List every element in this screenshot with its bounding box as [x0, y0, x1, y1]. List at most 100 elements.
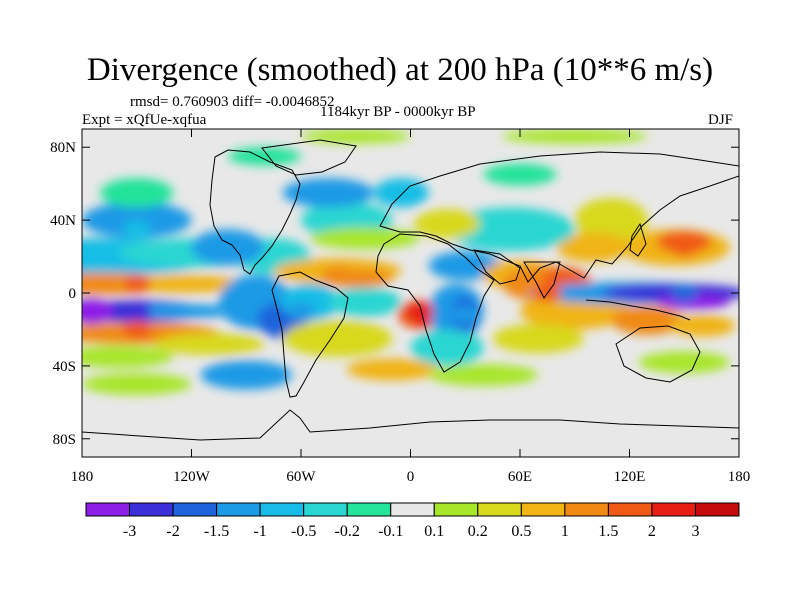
field-region: [492, 323, 584, 354]
field-region: [82, 373, 192, 396]
coastline-greenland: [261, 139, 357, 176]
field-region: [191, 229, 265, 266]
field-region: [82, 298, 114, 324]
chart-title: Divergence (smoothed) at 200 hPa (10**6 …: [86, 52, 714, 88]
field-region: [310, 227, 420, 250]
colorbar-label: -0.5: [291, 523, 316, 540]
field-region: [282, 178, 374, 208]
x-tick-label: 180: [71, 469, 94, 485]
field-region: [638, 351, 730, 374]
y-tick-label: 0: [69, 286, 77, 302]
field-region: [228, 147, 301, 166]
field-region: [200, 360, 292, 390]
field-region: [328, 287, 402, 317]
australia-positive: [642, 311, 671, 330]
colorbar-label: -1: [253, 523, 266, 540]
colorbar-swatch: [564, 502, 609, 517]
field-region: [127, 303, 238, 319]
colorbar-label: 1.5: [598, 523, 618, 540]
central-pacific-south-minimum: [122, 302, 151, 321]
colorbar-swatch: [520, 502, 566, 517]
colorbar-label: -3: [123, 523, 136, 540]
axes: 180 120W 60W 0 60E 120E 180 80N 40N 0 40S 80S: [50, 129, 750, 485]
x-tick-label: 120W: [173, 469, 211, 485]
north-pacific-positive-band: [122, 274, 151, 293]
field-region: [574, 198, 648, 242]
colorbar-swatch: [607, 502, 653, 517]
field-region: [301, 129, 411, 144]
northwest-pacific-maximum: [670, 238, 699, 257]
coastlines: [82, 139, 739, 441]
y-tick-label: 40N: [50, 213, 76, 229]
field-region: [100, 178, 174, 208]
coastline-japan: [629, 222, 647, 257]
x-tick-label: 120E: [614, 469, 646, 485]
field-region: [501, 129, 648, 144]
colorbar-label: 3: [691, 523, 699, 540]
period-label: 1184kyr BP - 0000kyr BP: [320, 104, 476, 120]
colorbar-swatch: [129, 502, 174, 517]
colorbar-label: -2: [166, 523, 179, 540]
colorbar-label: 0.1: [424, 523, 444, 540]
west-pacific-negative: [670, 284, 699, 302]
colorbar-swatch: [85, 502, 131, 517]
x-tick-label: 0: [407, 469, 415, 485]
colorbar-label: -1.5: [204, 523, 229, 540]
season-label: DJF: [708, 112, 734, 128]
south-pacific-positive-band: [122, 320, 151, 339]
experiment-label: Expt = xQfUe-xqfua: [82, 112, 207, 128]
coastline-eurasia: [379, 151, 739, 283]
x-tick-label: 180: [728, 469, 751, 485]
field-region: [428, 364, 539, 386]
field-region: [346, 358, 438, 381]
x-tick-label: 60E: [508, 469, 532, 485]
field-region: [82, 201, 192, 239]
colorbar-swatch: [477, 502, 522, 517]
field-region: [410, 329, 484, 366]
colorbar-swatch: [303, 502, 348, 517]
field-region: [414, 209, 480, 239]
colorbar-swatch: [259, 502, 305, 517]
atlantic-positive-band: [323, 265, 352, 284]
coastline-india: [523, 261, 561, 299]
y-tick-label: 80N: [50, 140, 76, 156]
coastline-antarctica: [82, 409, 739, 441]
colorbar-label: -0.2: [335, 523, 360, 540]
colorbar-label: 2: [648, 523, 656, 540]
colorbar-swatch: [694, 502, 740, 517]
coastline-australia: [615, 325, 701, 383]
x-tick-label: 60W: [286, 469, 316, 485]
colorbar: -3 -2 -1.5 -1 -0.5 -0.2 -0.1 0.1 0.2 0.5 1 1.5 2 3: [85, 502, 740, 540]
south-america-negative: [287, 302, 315, 321]
field-region: [118, 274, 247, 293]
west-africa-maximum: [405, 302, 434, 321]
field-region: [155, 333, 265, 355]
coastline-north-america: [209, 149, 301, 275]
colorbar-label: 0.2: [468, 523, 488, 540]
colorbar-label: 1: [561, 523, 569, 540]
colorbar-swatch: [390, 502, 435, 517]
divergence-field: [82, 129, 739, 396]
colorbar-swatch: [216, 502, 261, 517]
coastline-arabia: [473, 249, 521, 285]
east-africa-negative: [451, 305, 480, 324]
field-region: [374, 178, 429, 208]
coastline-south-america: [271, 271, 349, 398]
field-region: [282, 320, 393, 357]
field-region: [669, 314, 736, 337]
field-region: [447, 207, 575, 252]
colorbar-swatch: [433, 502, 479, 517]
y-tick-label: 80S: [53, 432, 76, 448]
field-region: [483, 163, 557, 186]
coastline-africa: [375, 233, 495, 373]
coastline-maritime-continent: [585, 299, 691, 321]
north-pacific-negative: [122, 220, 151, 239]
field-region: [82, 345, 174, 368]
stats-label: rmsd= 0.760903 diff= -0.0046852: [130, 94, 335, 110]
colorbar-label: 0.5: [511, 523, 531, 540]
colorbar-swatch: [346, 502, 392, 517]
y-tick-label: 40S: [53, 359, 76, 375]
colorbar-swatch: [651, 502, 696, 517]
colorbar-label: -0.1: [378, 523, 403, 540]
